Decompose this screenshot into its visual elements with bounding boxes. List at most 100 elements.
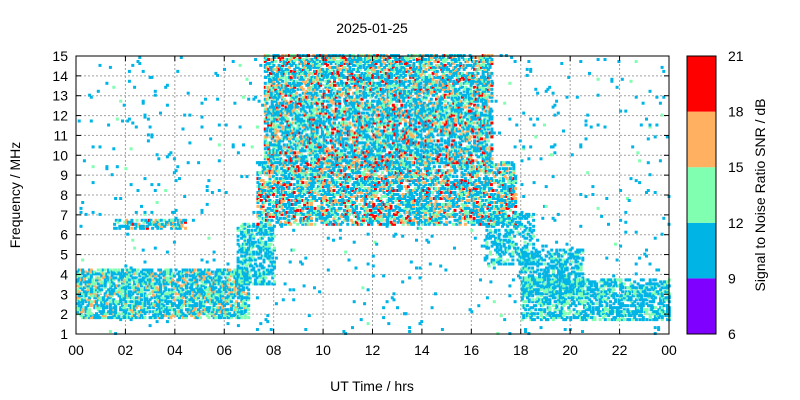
snr-point — [304, 197, 308, 200]
snr-point — [164, 280, 168, 284]
snr-point — [349, 204, 353, 208]
snr-point — [257, 256, 261, 260]
snr-point — [289, 183, 293, 187]
snr-point — [195, 272, 199, 276]
snr-point — [294, 101, 298, 105]
snr-point — [150, 284, 154, 288]
snr-point — [275, 97, 279, 101]
snr-point — [263, 121, 267, 125]
snr-point — [252, 268, 256, 272]
snr-point — [197, 270, 201, 274]
data-points — [76, 54, 671, 335]
snr-point — [363, 201, 367, 204]
snr-point — [224, 308, 228, 312]
snr-point — [81, 292, 85, 296]
snr-point — [236, 238, 240, 242]
snr-point — [270, 149, 274, 153]
snr-point — [236, 268, 240, 272]
snr-point — [412, 169, 415, 173]
snr-point — [205, 300, 209, 304]
snr-point — [308, 195, 312, 198]
snr-point — [393, 193, 396, 196]
snr-point — [399, 177, 403, 181]
snr-point — [292, 202, 296, 206]
snr-point — [342, 210, 346, 214]
snr-point — [171, 220, 175, 224]
snr-point — [325, 214, 329, 218]
snr-point — [248, 238, 252, 242]
snr-point — [275, 143, 279, 147]
snr-point — [296, 123, 300, 127]
snr-point — [514, 193, 518, 196]
snr-point — [406, 222, 410, 226]
snr-point — [474, 208, 478, 212]
snr-point — [363, 199, 367, 202]
snr-point — [332, 195, 336, 198]
snr-point — [103, 278, 107, 282]
snr-point — [197, 308, 201, 312]
snr-point — [179, 294, 183, 298]
snr-point — [153, 278, 157, 282]
snr-point — [291, 137, 295, 141]
snr-point — [170, 220, 174, 224]
snr-point — [443, 202, 447, 206]
snr-point — [491, 201, 495, 204]
snr-point — [121, 282, 124, 286]
snr-point — [323, 191, 327, 194]
snr-point — [391, 201, 395, 204]
snr-point — [138, 314, 142, 318]
snr-point — [278, 193, 282, 196]
snr-point — [360, 222, 364, 226]
snr-point — [264, 282, 268, 286]
snr-point — [289, 60, 293, 63]
snr-point — [303, 141, 307, 145]
snr-point — [185, 270, 188, 274]
snr-point — [103, 312, 107, 316]
snr-point — [311, 173, 315, 177]
snr-point — [297, 191, 301, 194]
snr-point — [320, 214, 324, 218]
snr-point — [278, 163, 282, 167]
snr-point — [195, 298, 199, 302]
snr-point — [451, 222, 455, 226]
snr-point — [301, 123, 305, 127]
snr-point — [180, 220, 184, 224]
snr-point — [262, 228, 266, 232]
snr-point — [303, 161, 307, 165]
snr-point — [241, 224, 245, 228]
snr-point — [472, 187, 476, 191]
snr-point — [236, 250, 240, 254]
snr-point — [281, 87, 285, 91]
snr-point — [368, 195, 372, 198]
snr-point — [135, 224, 139, 228]
snr-point — [288, 131, 291, 135]
snr-point — [228, 268, 232, 272]
snr-point — [434, 201, 438, 204]
snr-point — [488, 199, 492, 202]
snr-point — [507, 167, 511, 171]
snr-point — [444, 202, 448, 206]
snr-point — [439, 208, 443, 212]
snr-point — [432, 206, 436, 210]
snr-point — [266, 230, 269, 234]
snr-point — [214, 310, 218, 314]
snr-point — [229, 308, 233, 312]
snr-point — [214, 312, 218, 316]
snr-point — [441, 187, 445, 191]
snr-point — [198, 290, 202, 294]
snr-point — [477, 177, 481, 181]
snr-point — [159, 304, 162, 308]
snr-point — [346, 193, 350, 196]
snr-point — [311, 183, 315, 187]
snr-point — [299, 212, 303, 216]
snr-point — [248, 250, 252, 254]
snr-point — [391, 175, 395, 179]
snr-point — [236, 284, 240, 288]
snr-point — [367, 177, 371, 181]
snr-point — [162, 304, 166, 308]
snr-point — [389, 193, 393, 196]
snr-point — [353, 185, 357, 189]
snr-point — [261, 165, 265, 169]
snr-point — [265, 113, 269, 117]
snr-point — [296, 175, 300, 179]
